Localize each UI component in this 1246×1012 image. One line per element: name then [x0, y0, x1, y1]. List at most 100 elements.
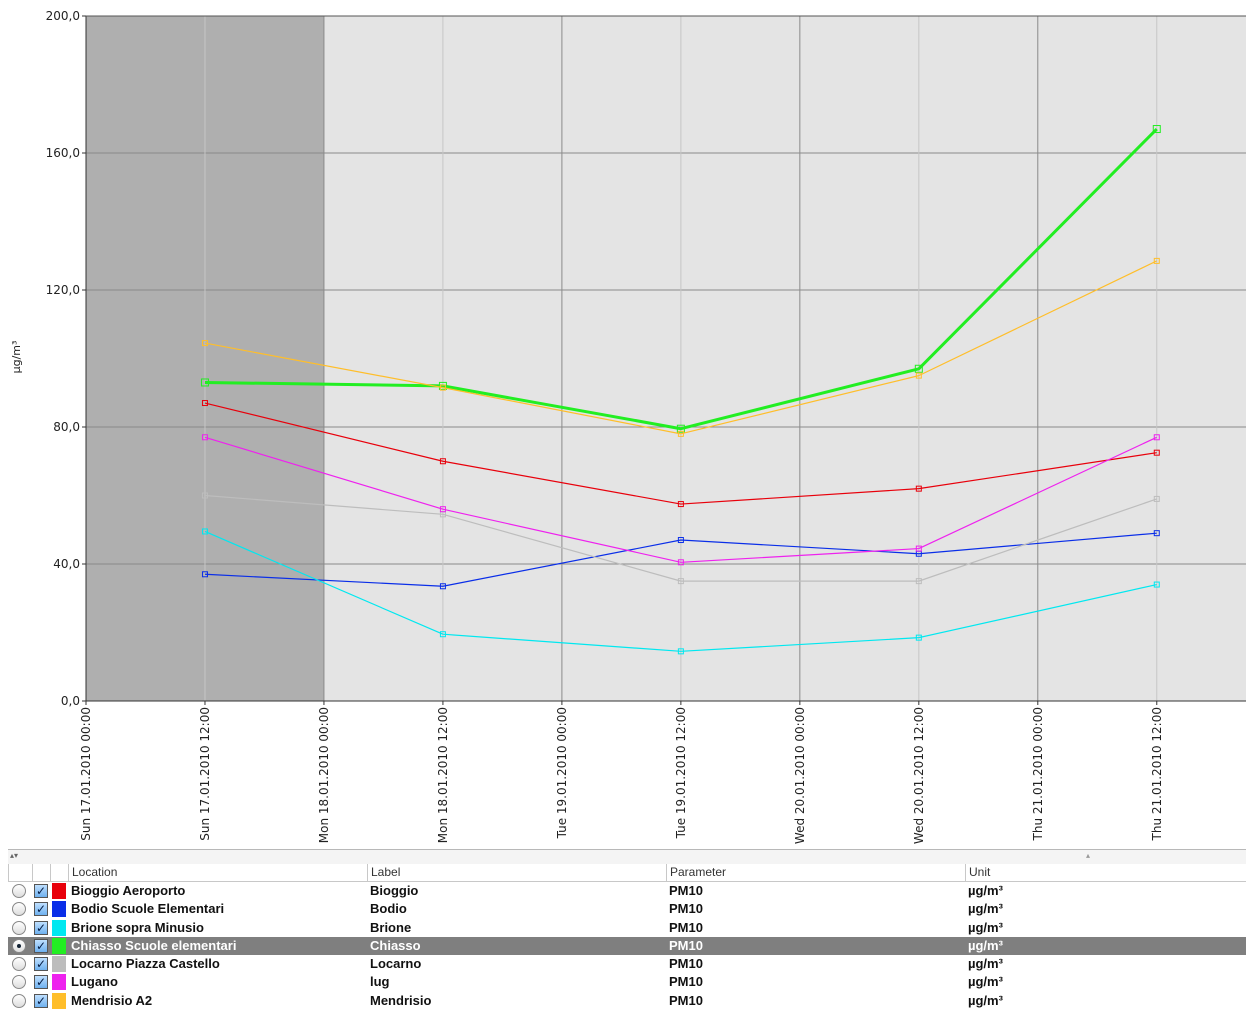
visible-checkbox[interactable]: ✓: [34, 993, 48, 1008]
y-tick-label: 80,0: [53, 420, 80, 434]
table-row[interactable]: ✓ Mendrisio A2 Mendrisio PM10 µg/m³: [8, 992, 1246, 1010]
label-cell: Bodio: [370, 901, 407, 917]
label-cell: lug: [370, 974, 390, 990]
table-header: Location Label Parameter Unit: [8, 864, 1246, 882]
series-2: [201, 528, 1160, 655]
series-line: [204, 260, 1158, 435]
visible-checkbox[interactable]: ✓: [34, 957, 48, 972]
y-tick-label: 200,0: [46, 9, 80, 23]
color-swatch[interactable]: [52, 919, 66, 936]
table-row[interactable]: ✓ Locarno Piazza Castello Locarno PM10 µg/m³: [8, 955, 1246, 973]
data-point: [1153, 495, 1160, 502]
color-swatch[interactable]: [52, 901, 66, 918]
data-point: [1153, 449, 1160, 456]
select-radio[interactable]: [12, 920, 26, 935]
location-cell: Mendrisio A2: [71, 992, 153, 1008]
grip-icon[interactable]: ▴: [1086, 851, 1091, 860]
data-point: [915, 578, 922, 585]
visible-checkbox[interactable]: ✓: [34, 938, 48, 953]
select-radio[interactable]: [12, 957, 26, 972]
y-tick-label: 120,0: [46, 283, 80, 297]
label-cell: Mendrisio: [370, 992, 432, 1008]
parameter-cell: PM10: [669, 883, 703, 898]
data-point: [1153, 581, 1160, 588]
select-radio[interactable]: [12, 975, 26, 990]
select-radio[interactable]: [12, 993, 26, 1008]
label-cell: Brione: [370, 919, 412, 935]
series-line: [204, 436, 1158, 563]
line-chart: 0,0 40,0 80,0 120,0 160,0 200,0 Sun 17.01.2010…: [10, 9, 1246, 844]
table-row[interactable]: ✓ Bodio Scuole Elementari Bodio PM10 µg/m³: [8, 900, 1246, 918]
x-tick-label: Mon 18.01.2010 00:00: [317, 707, 331, 843]
location-cell: Bioggio Aeroporto: [71, 883, 186, 898]
data-point: [677, 578, 684, 585]
select-radio[interactable]: [12, 884, 26, 898]
collapse-arrows-icon[interactable]: ▴▾: [10, 851, 19, 860]
visible-checkbox[interactable]: ✓: [34, 902, 48, 917]
table-row[interactable]: ✓ Lugano lug PM10 µg/m³: [8, 973, 1246, 991]
data-point: [201, 528, 208, 535]
header-color-col[interactable]: [50, 864, 68, 881]
location-cell: Bodio Scuole Elementari: [71, 901, 225, 917]
location-cell: Locarno Piazza Castello: [71, 956, 220, 972]
select-radio[interactable]: [12, 938, 26, 953]
data-point: [1153, 530, 1160, 537]
header-visible-col[interactable]: [32, 864, 50, 881]
data-point: [201, 400, 208, 407]
color-swatch[interactable]: [52, 956, 66, 973]
header-parameter[interactable]: Parameter: [666, 864, 965, 881]
series-table: Location Label Parameter Unit ✓ Bioggio A…: [8, 864, 1246, 1012]
data-point: [915, 485, 922, 492]
data-point: [677, 537, 684, 544]
data-point: [677, 559, 684, 566]
visible-checkbox[interactable]: ✓: [34, 884, 48, 898]
color-swatch[interactable]: [52, 937, 66, 954]
series-6: [201, 257, 1160, 437]
color-swatch[interactable]: [52, 992, 66, 1009]
data-point: [200, 378, 209, 387]
splitter-bar[interactable]: ▴▾ ▴: [8, 849, 1246, 865]
data-point: [677, 430, 684, 437]
x-tick-label: Thu 21.01.2010 00:00: [1031, 707, 1045, 841]
table-row[interactable]: ✓ Brione sopra Minusio Brione PM10 µg/m³: [8, 919, 1246, 937]
series-4: [201, 492, 1160, 585]
parameter-cell: PM10: [669, 901, 703, 917]
data-point: [677, 648, 684, 655]
data-point: [914, 364, 923, 373]
color-swatch[interactable]: [52, 883, 66, 899]
visible-checkbox[interactable]: ✓: [34, 975, 48, 990]
header-select-col[interactable]: [8, 864, 32, 881]
series-line: [204, 530, 1157, 652]
location-cell: Chiasso Scuole elementari: [71, 937, 237, 953]
parameter-cell: PM10: [669, 937, 703, 953]
data-point: [915, 545, 922, 552]
location-cell: Brione sopra Minusio: [71, 919, 204, 935]
x-tick-label: Tue 19.01.2010 00:00: [555, 707, 569, 839]
data-point: [1153, 257, 1160, 264]
header-unit[interactable]: Unit: [965, 864, 1246, 881]
table-row[interactable]: ✓ Bioggio Aeroporto Bioggio PM10 µg/m³: [8, 882, 1246, 900]
location-cell: Lugano: [71, 974, 118, 990]
table-row[interactable]: ✓ Chiasso Scuole elementari Chiasso PM10 µg/…: [8, 936, 1246, 956]
table-body: ✓ Bioggio Aeroporto Bioggio PM10 µg/m³ ✓ Bodio…: [8, 882, 1246, 1010]
header-label[interactable]: Label: [367, 864, 666, 881]
visible-checkbox[interactable]: ✓: [34, 920, 48, 935]
unit-cell: µg/m³: [968, 974, 1003, 990]
series-3: [200, 125, 1161, 433]
series-line: [204, 494, 1157, 582]
data-point: [439, 458, 446, 465]
data-point: [676, 424, 685, 433]
data-point: [677, 501, 684, 508]
data-point: [915, 372, 922, 379]
data-point: [915, 634, 922, 641]
x-tick-label: Mon 18.01.2010 12:00: [436, 707, 450, 843]
data-point: [201, 571, 208, 578]
color-swatch[interactable]: [52, 974, 66, 991]
series-5: [201, 434, 1160, 566]
unit-cell: µg/m³: [968, 883, 1003, 898]
unit-cell: µg/m³: [968, 919, 1003, 935]
data-point: [439, 583, 446, 590]
series-line: [204, 127, 1158, 431]
header-location[interactable]: Location: [68, 864, 367, 881]
select-radio[interactable]: [12, 902, 26, 917]
